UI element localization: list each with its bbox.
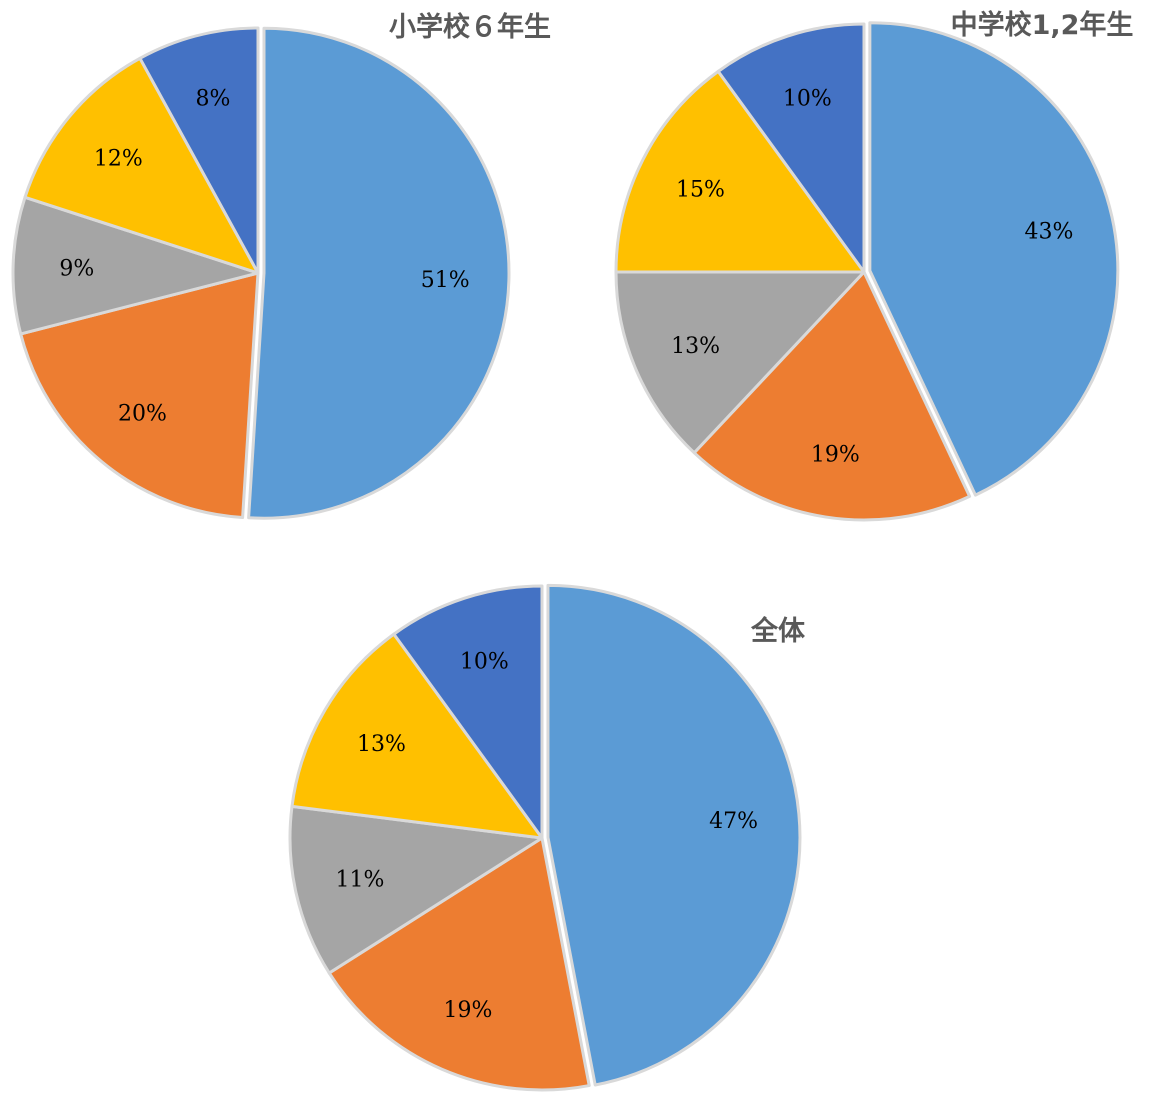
junior-high-label-4: 10% <box>783 86 832 111</box>
pie-chart-overall: 47% 19% 11% 13% 10% 全体 <box>288 583 806 1092</box>
overall-slice-4 <box>392 584 544 840</box>
chart-title-elementary: 小学校６年生 <box>389 11 551 43</box>
pie-chart-elementary: 51% 20% 9% 12% 8% 小学校６年生 <box>11 11 551 520</box>
elementary-label-2: 9% <box>59 256 94 281</box>
chart-title-overall: 全体 <box>750 615 806 647</box>
elementary-slice-2 <box>11 195 260 336</box>
overall-labels: 47% 19% 11% 13% 10% <box>336 650 759 1023</box>
elementary-label-0: 51% <box>421 268 470 293</box>
overall-label-0: 47% <box>709 809 758 834</box>
junior-high-slices <box>614 21 1120 522</box>
elementary-label-3: 12% <box>94 146 143 171</box>
junior-high-label-1: 19% <box>811 442 860 467</box>
elementary-slices <box>11 26 511 520</box>
junior-high-slice-2 <box>614 270 866 455</box>
overall-label-3: 13% <box>357 732 406 757</box>
junior-high-slice-0 <box>868 21 1120 497</box>
elementary-label-1: 20% <box>118 402 167 427</box>
junior-high-slice-1 <box>692 270 972 522</box>
elementary-slice-3 <box>23 56 260 275</box>
overall-label-4: 10% <box>460 650 509 675</box>
elementary-labels: 51% 20% 9% 12% 8% <box>59 86 469 426</box>
junior-high-labels: 43% 19% 13% 15% 10% <box>671 86 1073 467</box>
overall-slice-1 <box>327 836 591 1092</box>
elementary-slice-4 <box>138 26 260 275</box>
elementary-slice-0 <box>247 26 511 520</box>
overall-label-1: 19% <box>443 998 492 1023</box>
overall-slice-3 <box>290 632 544 840</box>
junior-high-slice-3 <box>614 69 866 274</box>
overall-slice-2 <box>288 804 544 975</box>
junior-high-label-3: 15% <box>676 178 725 203</box>
chart-title-junior-high: 中学校1,2年生 <box>951 9 1134 41</box>
overall-slices <box>288 583 802 1092</box>
junior-high-label-0: 43% <box>1025 220 1074 245</box>
junior-high-slice-4 <box>716 22 866 274</box>
junior-high-label-2: 13% <box>671 334 720 359</box>
elementary-label-4: 8% <box>195 86 230 111</box>
overall-label-2: 11% <box>336 868 385 893</box>
overall-slice-0 <box>546 583 802 1087</box>
elementary-slice-1 <box>19 271 260 520</box>
pie-chart-junior-high: 43% 19% 13% 15% 10% 中学校1,2年生 <box>614 9 1134 522</box>
